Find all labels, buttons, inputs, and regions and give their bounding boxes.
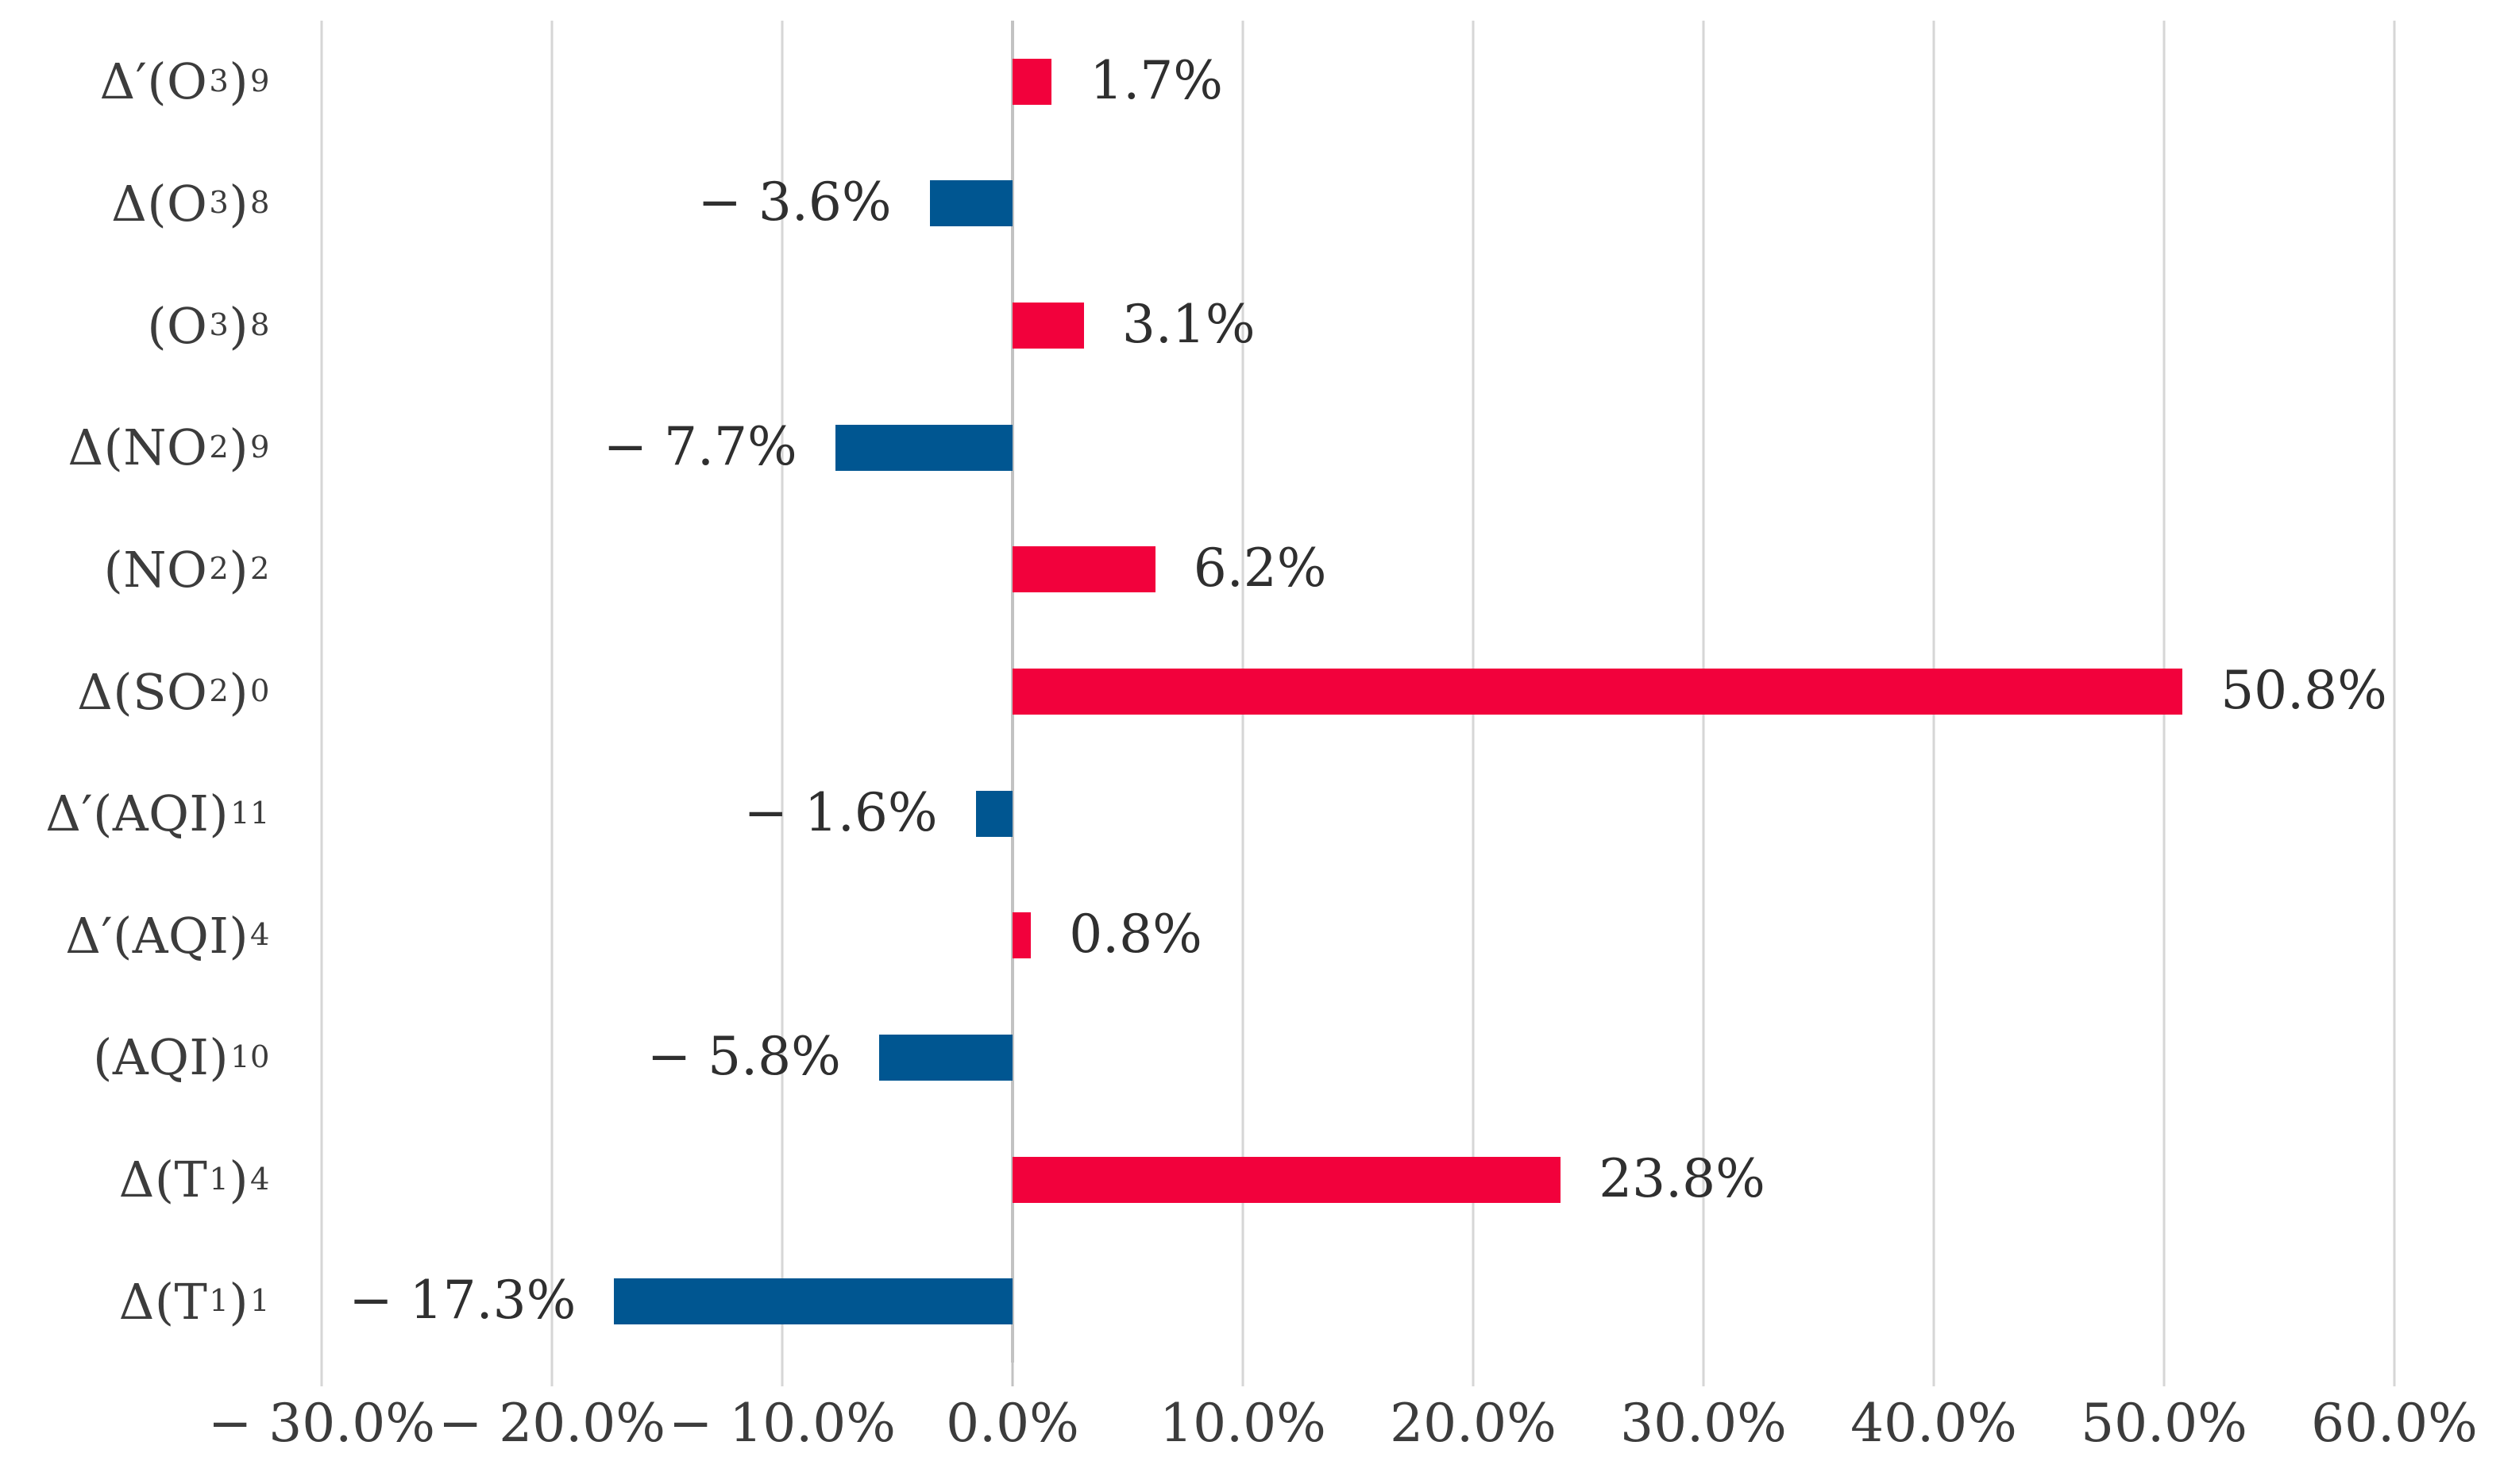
positive-bar xyxy=(1013,912,1032,959)
category-label: Δ(O 3) 8 xyxy=(111,174,270,233)
x-tick-label: − 10.0% xyxy=(669,1393,896,1454)
bar-row: − 7.7% xyxy=(322,387,2394,509)
bar-row: 6.2% xyxy=(322,509,2394,631)
bar-row: 3.1% xyxy=(322,264,2394,387)
axis-tick xyxy=(781,1363,784,1386)
x-tick-label: 20.0% xyxy=(1390,1393,1557,1454)
axis-tick xyxy=(550,1363,554,1386)
category-label: Δ(NO 2) 9 xyxy=(68,418,270,477)
value-label: 1.7% xyxy=(1090,49,1223,111)
negative-bar xyxy=(878,1034,1013,1081)
bar-row: − 17.3% xyxy=(322,1240,2394,1363)
bars-layer: 1.7% − 3.6% 3.1% − 7.7% 6.2% 50.8% − 1.6% 0.8% −… xyxy=(322,21,2394,1363)
value-label: − 17.3% xyxy=(349,1270,577,1332)
category-label: Δ′(O 3) 9 xyxy=(99,52,270,111)
positive-bar xyxy=(1013,669,2183,715)
bar-row: − 5.8% xyxy=(322,996,2394,1119)
plot-area: 1.7% − 3.6% 3.1% − 7.7% 6.2% 50.8% − 1.6% 0.8% −… xyxy=(320,21,2396,1363)
value-label: − 1.6% xyxy=(743,781,938,843)
gridline xyxy=(2393,21,2396,1363)
axis-tick xyxy=(1472,1363,1475,1386)
value-label: 50.8% xyxy=(2220,659,2387,721)
axis-tick xyxy=(1932,1363,1935,1386)
bar-row: 1.7% xyxy=(322,21,2394,143)
x-tick-label: − 20.0% xyxy=(438,1393,666,1454)
positive-bar xyxy=(1013,1156,1561,1203)
value-label: − 3.6% xyxy=(697,172,892,233)
category-label: Δ(SO 2) 0 xyxy=(77,662,270,721)
bar-row: 50.8% xyxy=(322,630,2394,753)
category-label: Δ(T 1) 4 xyxy=(118,1151,270,1209)
axis-tick xyxy=(320,1363,323,1386)
x-tick-label: − 30.0% xyxy=(208,1393,435,1454)
gridline xyxy=(320,21,323,1363)
value-label: − 7.7% xyxy=(603,415,797,477)
axis-tick xyxy=(2393,1363,2396,1386)
value-label: 6.2% xyxy=(1193,538,1327,599)
category-label: (AQI) 10 xyxy=(93,1028,270,1087)
gridline xyxy=(781,21,784,1363)
negative-bar xyxy=(835,424,1013,471)
x-tick-label: 30.0% xyxy=(1620,1393,1787,1454)
value-label: − 5.8% xyxy=(646,1025,841,1087)
category-label: (O 3) 8 xyxy=(147,296,270,355)
category-label: (NO 2) 2 xyxy=(103,540,270,599)
category-label: Δ′(AQI) 4 xyxy=(65,906,270,965)
axis-tick xyxy=(1011,1363,1014,1386)
positive-bar xyxy=(1013,303,1084,349)
x-tick-label: 10.0% xyxy=(1159,1393,1326,1454)
bar-row: 0.8% xyxy=(322,874,2394,996)
axis-tick xyxy=(1702,1363,1705,1386)
x-tick-label: 60.0% xyxy=(2311,1393,2478,1454)
category-label: Δ′(AQI) 11 xyxy=(45,784,270,843)
gridline xyxy=(550,21,554,1363)
axis-tick xyxy=(1241,1363,1244,1386)
value-label: 0.8% xyxy=(1069,904,1202,966)
category-label: Δ(T 1) 1 xyxy=(118,1272,270,1331)
negative-bar xyxy=(929,180,1013,227)
value-label: 23.8% xyxy=(1599,1147,1765,1209)
axis-tick xyxy=(2162,1363,2166,1386)
positive-bar xyxy=(1013,58,1052,105)
bar-row: − 1.6% xyxy=(322,753,2394,875)
bar-row: 23.8% xyxy=(322,1119,2394,1241)
category-axis: Δ′(O 3) 9 Δ(O 3) 8 (O 3) 8 Δ(NO 2) 9 (NO 2) 2 Δ(SO 2) 0 Δ′… xyxy=(0,21,270,1363)
x-tick-label: 50.0% xyxy=(2081,1393,2247,1454)
negative-bar xyxy=(614,1278,1013,1325)
x-tick-label: 0.0% xyxy=(946,1393,1079,1454)
positive-bar xyxy=(1013,546,1155,593)
x-tick-label: 40.0% xyxy=(1850,1393,2017,1454)
bar-row: − 3.6% xyxy=(322,143,2394,265)
negative-bar xyxy=(975,790,1013,837)
x-axis: − 30.0% − 20.0% − 10.0% 0.0% 10.0% 20.0% 30.0%… xyxy=(208,1363,2478,1484)
value-label: 3.1% xyxy=(1121,294,1256,356)
